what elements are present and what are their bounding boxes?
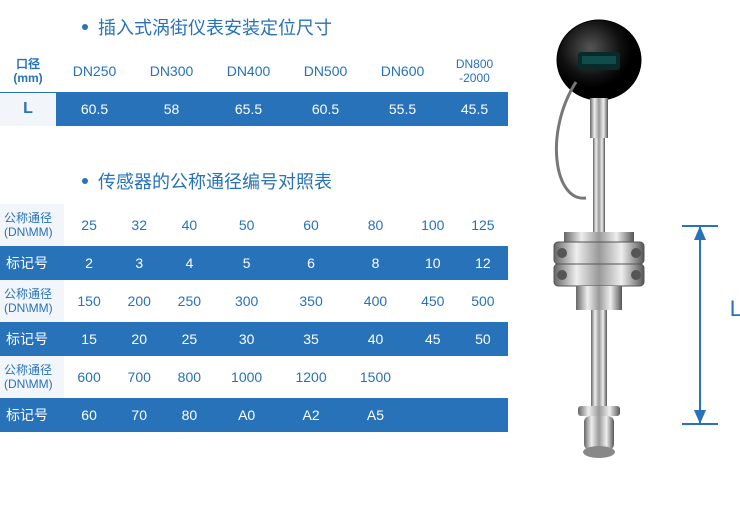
cell: 55.5 — [364, 92, 441, 126]
table-row: 公称通径(DN\MM) 150 200 250 300 350 400 450 … — [0, 280, 508, 322]
bullet-icon — [82, 178, 88, 184]
cell: 58 — [133, 92, 210, 126]
dimension-L-indicator — [682, 226, 718, 424]
cell: 60.5 — [287, 92, 364, 126]
table-row: 公称通径(DN\MM) 600 700 800 1000 1200 1500 — [0, 356, 508, 398]
col-dn250: DN250 — [56, 50, 133, 92]
nominal-label: 公称通径(DN\MM) — [0, 280, 64, 322]
table-row: 标记号 2 3 4 5 6 8 10 12 — [0, 246, 508, 280]
cell: 45.5 — [441, 92, 508, 126]
header-label: 口径 (mm) — [0, 50, 56, 92]
bullet-icon — [82, 24, 88, 30]
dimension-L-label: L — [730, 296, 740, 322]
col-dn500: DN500 — [287, 50, 364, 92]
mark-label: 标记号 — [0, 322, 64, 356]
dimension-table: 口径 (mm) DN250 DN300 DN400 DN500 DN600 DN… — [0, 50, 508, 126]
table-row: 标记号 15 20 25 30 35 40 45 50 — [0, 322, 508, 356]
flow-meter-illustration — [524, 12, 674, 472]
table-header-row: 口径 (mm) DN250 DN300 DN400 DN500 DN600 DN… — [0, 50, 508, 92]
section2-title: 传感器的公称通径编号对照表 — [98, 168, 332, 194]
page-root: 插入式涡街仪表安装定位尺寸 口径 (mm) DN250 DN300 DN400 … — [0, 0, 740, 506]
col-dn600: DN600 — [364, 50, 441, 92]
mark-label: 标记号 — [0, 398, 64, 432]
figure-panel: L — [508, 0, 740, 506]
col-dn800: DN800 -2000 — [441, 50, 508, 92]
nominal-label: 公称通径(DN\MM) — [0, 204, 64, 246]
section1-title: 插入式涡街仪表安装定位尺寸 — [98, 14, 332, 40]
tables-panel: 插入式涡街仪表安装定位尺寸 口径 (mm) DN250 DN300 DN400 … — [0, 0, 508, 506]
nominal-label: 公称通径(DN\MM) — [0, 356, 64, 398]
section2-title-row: 传感器的公称通径编号对照表 — [0, 154, 508, 204]
section1-title-row: 插入式涡街仪表安装定位尺寸 — [0, 0, 508, 50]
cell: 65.5 — [210, 92, 287, 126]
col-dn300: DN300 — [133, 50, 210, 92]
cell: 60.5 — [56, 92, 133, 126]
table-row: L 60.5 58 65.5 60.5 55.5 45.5 — [0, 92, 508, 126]
table-row: 公称通径(DN\MM) 25 32 40 50 60 80 100 125 — [0, 204, 508, 246]
mark-label: 标记号 — [0, 246, 64, 280]
col-dn400: DN400 — [210, 50, 287, 92]
reference-table: 公称通径(DN\MM) 25 32 40 50 60 80 100 125 标记… — [0, 204, 508, 432]
table-row: 标记号 60 70 80 A0 A2 A5 — [0, 398, 508, 432]
row-label-L: L — [0, 92, 56, 126]
